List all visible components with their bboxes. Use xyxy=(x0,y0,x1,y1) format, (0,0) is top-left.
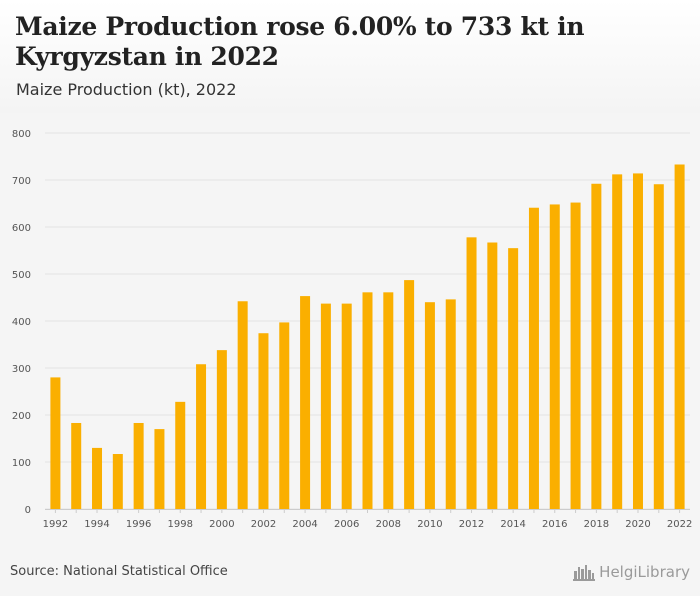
bar xyxy=(258,333,269,509)
source-note: Source: National Statistical Office xyxy=(10,564,228,579)
city-skyline-icon xyxy=(573,565,596,581)
bar xyxy=(632,173,643,510)
x-tick-label: 1996 xyxy=(126,519,151,530)
x-tick-label: 2000 xyxy=(209,519,234,530)
y-tick-label: 500 xyxy=(12,270,31,281)
x-tick-label: 2016 xyxy=(542,519,567,530)
bar xyxy=(674,164,685,510)
x-tick-label: 2012 xyxy=(459,519,484,530)
bar xyxy=(487,242,498,509)
brand-name: HelgiLibrary xyxy=(599,563,690,581)
bar xyxy=(237,301,248,509)
bar xyxy=(112,454,123,509)
bar xyxy=(424,302,435,509)
bar xyxy=(320,303,331,509)
brand-logo[interactable]: HelgiLibrary xyxy=(573,563,690,581)
y-tick-label: 600 xyxy=(12,223,31,234)
x-tick-label: 2006 xyxy=(334,519,359,530)
y-tick-label: 0 xyxy=(25,505,31,516)
bar xyxy=(570,202,581,509)
bar xyxy=(50,377,61,509)
bar xyxy=(508,248,519,509)
bar xyxy=(341,303,352,509)
x-tick-label: 1994 xyxy=(84,519,109,530)
page-title: Maize Production rose 6.00% to 733 kt in… xyxy=(15,12,585,71)
bar xyxy=(549,204,560,509)
bar xyxy=(71,422,82,509)
y-tick-label: 200 xyxy=(12,411,31,422)
bar xyxy=(279,322,290,509)
bar xyxy=(216,350,227,509)
y-tick-label: 300 xyxy=(12,364,31,375)
bar-chart: 0 100 200 300 400 500 600 700 800 1992 1994 1996 199… xyxy=(12,129,692,530)
x-tick-label: 2004 xyxy=(292,519,317,530)
bar xyxy=(528,207,539,509)
bar xyxy=(362,292,373,509)
bar xyxy=(175,401,186,509)
x-tick-label: 2002 xyxy=(251,519,276,530)
bar xyxy=(154,429,165,509)
x-tick-label: 2018 xyxy=(584,519,609,530)
y-tick-label: 400 xyxy=(12,317,31,328)
bar xyxy=(466,237,477,509)
bar xyxy=(445,299,456,509)
x-tick-label: 2010 xyxy=(417,519,442,530)
x-tick-label: 1992 xyxy=(43,519,68,530)
bar xyxy=(300,296,311,509)
bar xyxy=(133,422,144,509)
bar xyxy=(404,280,415,509)
x-tick-label: 2022 xyxy=(667,519,692,530)
y-tick-label: 700 xyxy=(12,176,31,187)
y-tick-label: 100 xyxy=(12,458,31,469)
bar xyxy=(383,292,394,509)
x-tick-label: 2020 xyxy=(625,519,650,530)
x-tick-label: 2008 xyxy=(376,519,401,530)
header: Maize Production rose 6.00% to 733 kt in… xyxy=(0,0,700,113)
bar xyxy=(591,183,602,509)
x-tick-label: 1998 xyxy=(168,519,193,530)
bar xyxy=(612,174,623,510)
chart-subtitle: Maize Production (kt), 2022 xyxy=(16,80,237,99)
bar xyxy=(653,184,664,509)
y-tick-label: 800 xyxy=(12,129,31,140)
bar xyxy=(196,364,207,509)
x-tick-label: 2014 xyxy=(500,519,525,530)
bar xyxy=(92,447,103,509)
